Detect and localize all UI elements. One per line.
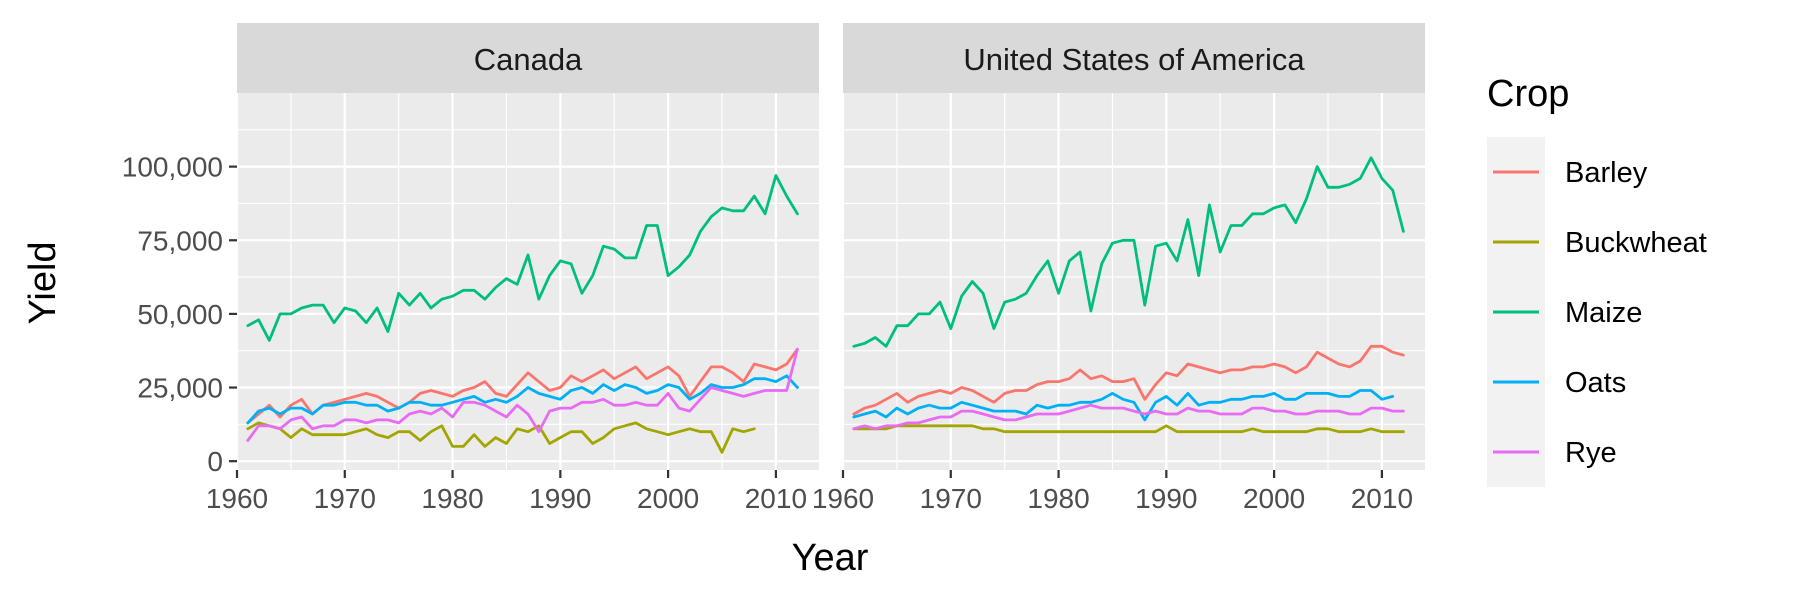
facet-panel-usa: United States of America 1960 1970 1980 199…: [812, 23, 1425, 514]
legend-title: Crop: [1487, 73, 1569, 115]
legend: Crop Barley Buckwheat Maize Oats Rye: [1487, 73, 1707, 487]
y-axis-title: Yield: [22, 241, 64, 324]
legend-label: Maize: [1565, 297, 1642, 329]
legend-label: Oats: [1565, 367, 1626, 399]
plot-area-usa: [843, 93, 1425, 470]
x-axis: 1960 1970 1980 1990 2000 2010: [206, 470, 807, 514]
x-axis: 1960 1970 1980 1990 2000 2010: [812, 470, 1413, 514]
y-tick-label: 0: [207, 446, 223, 477]
x-tick-label: 2000: [1243, 483, 1305, 514]
series-line-buckwheat: [246, 421, 756, 454]
x-tick-label: 1960: [206, 483, 268, 514]
x-tick-label: 1990: [529, 483, 591, 514]
x-tick-label: 1970: [920, 483, 982, 514]
x-axis-title: Year: [792, 537, 869, 579]
facet-panel-canada: Canada 1960 1970 1980 1990 2000 2010 0 25,000 5…: [122, 23, 819, 514]
series-line-oats: [852, 389, 1395, 422]
y-axis: 0 25,000 50,000 75,000 100,000: [122, 152, 237, 477]
series-line-rye: [246, 347, 799, 442]
series-line-rye: [852, 403, 1405, 431]
legend-item-rye: Rye: [1487, 417, 1617, 487]
y-tick-label: 50,000: [137, 299, 223, 330]
series-line-oats: [246, 374, 799, 425]
facet-strip-label: United States of America: [963, 42, 1305, 77]
series-line-maize: [246, 174, 799, 342]
series-line-maize: [852, 156, 1405, 348]
x-tick-label: 2010: [1351, 483, 1413, 514]
x-tick-label: 1980: [421, 483, 483, 514]
x-tick-label: 1990: [1135, 483, 1197, 514]
x-tick-label: 1980: [1027, 483, 1089, 514]
x-tick-label: 1960: [812, 483, 874, 514]
facet-strip-label: Canada: [474, 42, 583, 77]
x-tick-label: 1970: [314, 483, 376, 514]
legend-label: Barley: [1565, 157, 1648, 189]
legend-label: Rye: [1565, 437, 1617, 469]
legend-item-buckwheat: Buckwheat: [1487, 207, 1707, 277]
y-tick-label: 100,000: [122, 152, 223, 183]
x-tick-label: 2000: [637, 483, 699, 514]
x-tick-label: 2010: [745, 483, 807, 514]
legend-items: Barley Buckwheat Maize Oats Rye: [1487, 137, 1707, 487]
legend-item-barley: Barley: [1487, 137, 1648, 207]
y-tick-label: 25,000: [137, 373, 223, 404]
legend-label: Buckwheat: [1565, 227, 1707, 259]
series-line-barley: [246, 347, 799, 425]
y-tick-label: 75,000: [137, 225, 223, 256]
legend-item-oats: Oats: [1487, 347, 1626, 417]
facet-strip-usa: [843, 23, 1425, 93]
series-line-buckwheat: [852, 424, 1405, 434]
series-line-barley: [852, 344, 1405, 416]
legend-item-maize: Maize: [1487, 277, 1642, 347]
series-lines: [852, 156, 1405, 434]
facet-strip-canada: [237, 23, 819, 93]
series-lines: [246, 174, 799, 454]
